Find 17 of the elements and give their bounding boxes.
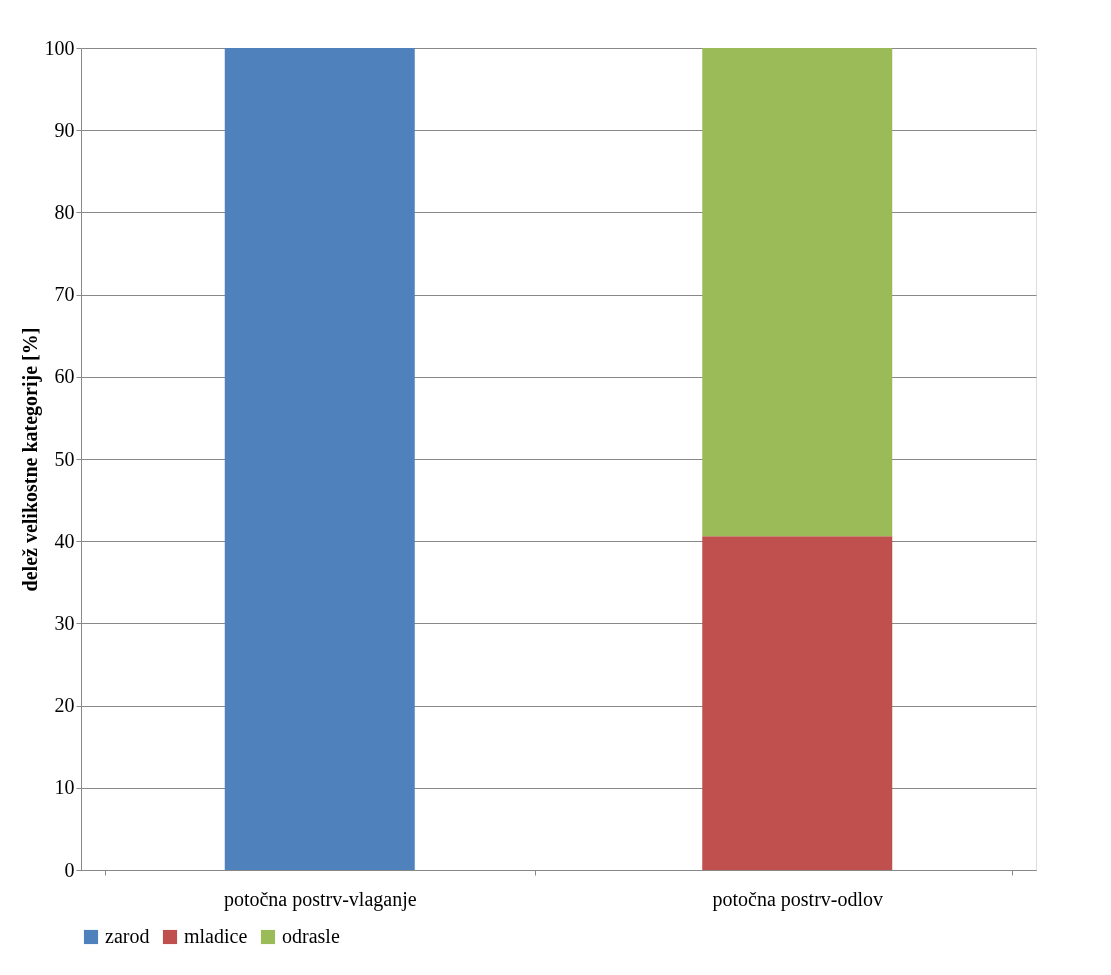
y-tick-label: 100 (44, 36, 75, 59)
y-tick-label: 90 (54, 118, 75, 141)
y-tick-label: 60 (54, 365, 75, 388)
x-tick-label: potočna postrv-vlaganje (223, 887, 417, 911)
y-tick-label: 0 (64, 858, 75, 881)
y-tick-label: 50 (54, 447, 75, 470)
y-tick-label: 10 (54, 776, 75, 799)
legend-label: mladice (184, 925, 248, 947)
y-tick-label: 40 (54, 529, 75, 552)
legend-label: zarod (105, 925, 150, 947)
y-axis-title: delež velikostne kategorije [%] (18, 327, 42, 592)
x-tick-label: potočna postrv-odlov (712, 887, 884, 911)
y-tick-label: 30 (54, 611, 75, 634)
y-tick-label: 80 (54, 200, 75, 223)
y-tick-label: 70 (54, 283, 75, 306)
legend-label: odrasle (282, 925, 340, 947)
y-tick-label: 20 (54, 694, 75, 717)
